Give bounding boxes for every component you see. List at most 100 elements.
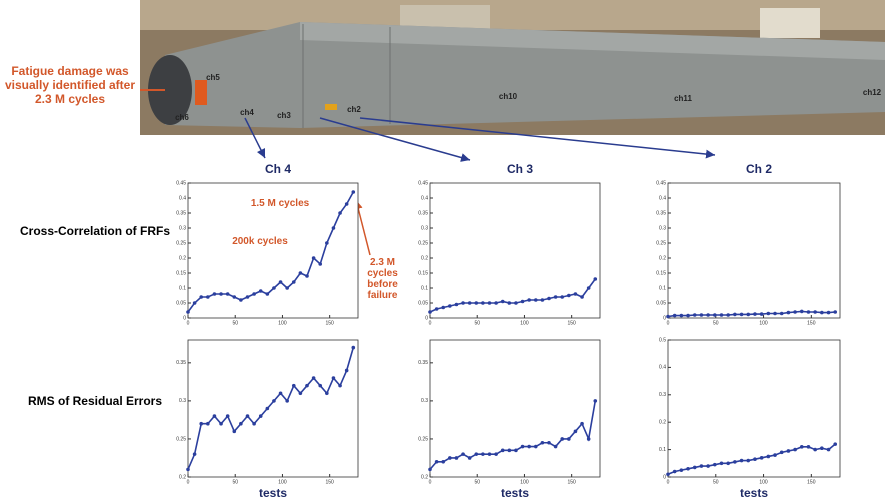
data-point: [226, 414, 230, 418]
data-point: [305, 384, 309, 388]
data-point: [501, 300, 505, 304]
y-tick-label: 0.2: [659, 420, 666, 426]
annotation: 2.3 M cycles before failure: [360, 257, 405, 301]
data-point: [773, 453, 777, 457]
x-tick-label: 0: [667, 320, 670, 326]
data-point: [753, 457, 757, 461]
y-tick-label: 0.25: [418, 436, 428, 442]
annotation: 200k cycles: [220, 236, 300, 247]
data-point: [213, 414, 217, 418]
data-point: [720, 462, 724, 466]
data-point: [252, 292, 256, 296]
data-point: [474, 301, 478, 305]
x-tick-label: 50: [474, 320, 480, 326]
data-point: [272, 399, 276, 403]
data-point: [488, 301, 492, 305]
data-point: [351, 346, 355, 350]
data-point: [567, 437, 571, 441]
data-point: [521, 300, 525, 304]
y-tick-label: 0.35: [656, 210, 666, 216]
subplot: 0.20.250.30.35050100150tests: [176, 340, 358, 500]
data-point: [481, 452, 485, 456]
x-tick-label: 150: [807, 320, 816, 326]
data-point: [186, 310, 190, 314]
data-point: [686, 314, 690, 318]
data-point: [501, 449, 505, 453]
data-point: [461, 301, 465, 305]
data-point: [325, 241, 329, 245]
x-tick-label: 100: [520, 320, 529, 326]
channel-label: ch3: [277, 111, 291, 120]
data-point: [488, 452, 492, 456]
y-tick-label: 0.4: [659, 365, 666, 371]
data-point: [833, 442, 837, 446]
data-point: [787, 311, 791, 315]
data-point: [199, 295, 203, 299]
x-tick-label: 100: [278, 320, 287, 326]
data-point: [666, 472, 670, 476]
data-point: [720, 313, 724, 317]
data-point: [219, 422, 223, 426]
data-point: [547, 441, 551, 445]
data-point: [508, 449, 512, 453]
data-point: [441, 306, 445, 310]
data-point: [541, 441, 545, 445]
y-tick-label: 0.35: [418, 360, 428, 366]
data-point: [673, 314, 677, 318]
y-tick-label: 0.2: [659, 255, 666, 261]
y-tick-label: 0.2: [179, 474, 186, 480]
data-point: [428, 468, 432, 472]
data-point: [693, 313, 697, 317]
data-point: [279, 280, 283, 284]
x-tick-label: 150: [807, 479, 816, 485]
data-point: [474, 452, 478, 456]
data-point: [246, 295, 250, 299]
data-point: [332, 376, 336, 380]
y-tick-label: 0.2: [421, 474, 428, 480]
x-tick-label: 150: [567, 479, 576, 485]
data-point: [186, 468, 190, 472]
channel-label: ch10: [499, 92, 518, 101]
y-tick-label: 0.3: [179, 225, 186, 231]
data-point: [767, 312, 771, 316]
data-point: [740, 313, 744, 317]
y-tick-label: 0.3: [421, 225, 428, 231]
y-tick-label: 0.3: [421, 398, 428, 404]
chart-title: Ch 4: [265, 162, 291, 176]
data-point: [726, 313, 730, 317]
data-point: [252, 422, 256, 426]
data-point: [680, 314, 684, 318]
data-point: [700, 313, 704, 317]
data-point: [666, 315, 670, 319]
data-point: [713, 463, 717, 467]
data-point: [567, 294, 571, 298]
data-point: [272, 286, 276, 290]
data-point: [345, 202, 349, 206]
data-point: [527, 445, 531, 449]
data-point: [246, 414, 250, 418]
data-point: [713, 313, 717, 317]
y-tick-label: 0.5: [659, 337, 666, 343]
channel-label: ch2: [347, 105, 361, 114]
y-tick-label: 0.05: [418, 300, 428, 306]
y-tick-label: 0.2: [179, 255, 186, 261]
x-tick-label: 50: [232, 320, 238, 326]
data-point: [706, 464, 710, 468]
data-point: [259, 289, 263, 293]
y-tick-label: 0.4: [659, 195, 666, 201]
x-tick-label: 150: [325, 479, 334, 485]
data-point: [514, 301, 518, 305]
data-point: [226, 292, 230, 296]
y-tick-label: 0.05: [176, 300, 186, 306]
x-tick-label: 150: [567, 320, 576, 326]
data-point: [680, 468, 684, 472]
row-label: Cross-Correlation of FRFs: [20, 224, 170, 238]
data-point: [448, 304, 452, 308]
subplot: 0.20.250.30.35050100150tests: [418, 340, 600, 500]
y-tick-label: 0.3: [659, 225, 666, 231]
data-point: [193, 452, 197, 456]
subplot: 00.050.10.150.20.250.30.350.40.450501001…: [418, 162, 600, 326]
y-tick-label: 0.15: [176, 270, 186, 276]
data-point: [780, 312, 784, 316]
